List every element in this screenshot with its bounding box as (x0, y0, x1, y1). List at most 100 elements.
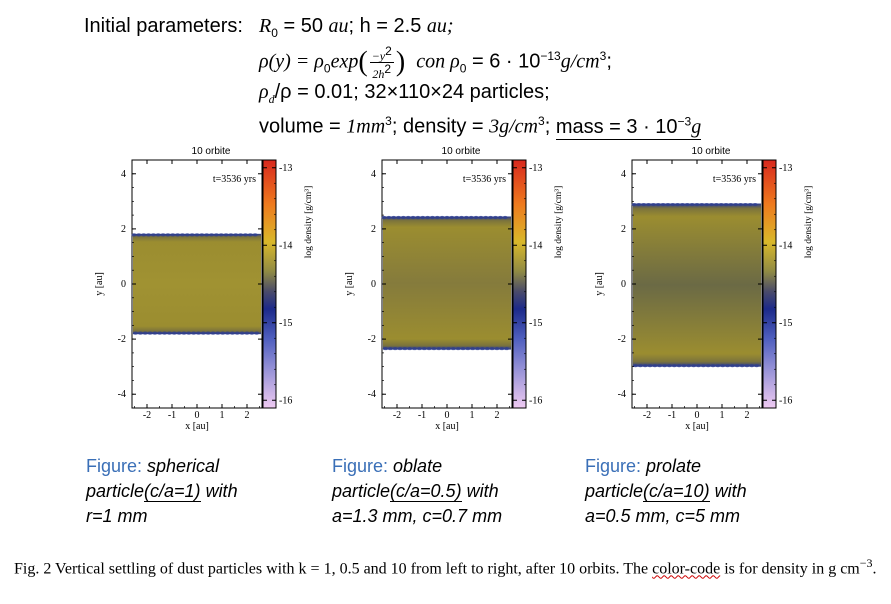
slab-edge-top (218, 233, 224, 237)
slab-edge-top (425, 215, 431, 220)
slab-edge-bottom (224, 331, 231, 335)
colorbar-tick-label: -15 (779, 318, 792, 329)
slab-edge-top (704, 202, 710, 207)
panel-title: 10 orbite (192, 146, 231, 157)
slab-edge-top (497, 215, 503, 220)
caption-spherical: Figure: spherical particle(c/a=1) with r… (86, 456, 238, 526)
colorbar-tick-label: -13 (529, 163, 542, 174)
x-tick-label: 2 (495, 410, 500, 421)
panel-title: 10 orbite (442, 146, 481, 157)
x-tick-label: -2 (643, 410, 651, 421)
params-line-1: R0 = 50 au; h = 2.5 au; (259, 15, 454, 40)
slab-edge-bottom (181, 331, 187, 335)
plot-panel-oblate: 4 2 0 -2 -4 -2 -1 0 1 2 x [au] y [au] 10 orbite t=353… (334, 140, 584, 440)
slab-edge-top (660, 202, 666, 207)
params-line-2: ρ(y) = ρ0exp(−y2 2h2) con ρ0 = 6 · 10−13g… (259, 43, 612, 81)
slab-edge-top (223, 233, 229, 237)
slab-edge-bottom (411, 346, 418, 351)
slab-edge-top (395, 215, 402, 220)
slab-edge-top (463, 215, 469, 220)
slab-edge-bottom (686, 364, 692, 368)
colorbar-label: log density [g/cm³] (804, 186, 814, 259)
slab-edge-bottom (171, 331, 177, 335)
colorbar-label: log density [g/cm³] (304, 186, 314, 259)
dust-slab (383, 216, 511, 350)
slab-edge-bottom (200, 331, 206, 335)
slab-edge-bottom (504, 346, 510, 351)
slab-edge-bottom (161, 331, 168, 335)
slab-edge-bottom (229, 331, 236, 335)
slab-edge-top (136, 233, 142, 237)
x-axis-label: x [au] (685, 421, 709, 432)
slab-edge-bottom (132, 331, 139, 335)
slab-edge-top (165, 233, 171, 237)
y-tick-label: -2 (618, 334, 626, 345)
slab-edge-top (752, 202, 758, 207)
y-tick-label: -4 (368, 389, 376, 400)
slab-edge-top (228, 233, 234, 237)
slab-edge-top (665, 202, 671, 207)
time-label: t=3536 yrs (463, 174, 506, 185)
plot-panel-prolate: 4 2 0 -2 -4 -2 -1 0 1 2 x [au] y [au] 10 orbite t=353… (584, 140, 834, 440)
x-tick-label: -2 (393, 410, 401, 421)
slab-edge-bottom (695, 364, 702, 368)
slab-edge-top (636, 202, 642, 207)
slab-edge-top (238, 233, 244, 237)
slab-edge-top (699, 202, 705, 207)
slab-edge-top (131, 233, 137, 237)
colorbar-tick-label: -13 (779, 163, 792, 174)
slab-edge-bottom (484, 346, 490, 351)
slab-edge-top (641, 202, 647, 207)
slab-edge-bottom (426, 346, 432, 351)
slab-edge-top (483, 215, 489, 220)
slab-edge-top (645, 202, 652, 207)
slab-edge-top (160, 233, 166, 237)
slab-edge-bottom (445, 346, 452, 351)
slab-edge-top (242, 233, 249, 237)
slab-edge-bottom (642, 364, 648, 368)
x-tick-label: -1 (168, 410, 176, 421)
time-label: t=3536 yrs (213, 174, 256, 185)
slab-edge-top (670, 202, 676, 207)
slab-edge-bottom (657, 364, 663, 368)
slab-edge-top (208, 233, 215, 237)
slab-edge-bottom (421, 346, 427, 351)
figure-caption: Fig. 2 Vertical settling of dust particl… (14, 556, 877, 578)
y-tick-label: 2 (621, 224, 626, 235)
slab-edge-bottom (239, 331, 245, 335)
caption-prolate: Figure: prolate particle(c/a=10) with a=… (585, 456, 747, 526)
slab-edge-bottom (176, 331, 182, 335)
slab-edge-top (738, 202, 744, 207)
slab-edge-bottom (705, 364, 711, 368)
x-axis-label: x [au] (185, 421, 209, 432)
params-label: Initial parameters: (84, 15, 243, 37)
slab-edge-top (213, 233, 219, 237)
time-label: t=3536 yrs (713, 174, 756, 185)
colorbar-tick-label: -14 (779, 240, 792, 251)
slab-edge-bottom (671, 364, 677, 368)
slab-edge-bottom (455, 346, 461, 351)
slab-edge-bottom (744, 364, 750, 368)
slab-edge-top (233, 233, 239, 237)
slab-edge-top (733, 202, 739, 207)
slab-edge-top (194, 233, 200, 237)
colorbar (762, 159, 777, 409)
slab-edge-top (150, 233, 156, 237)
y-axis-label: y [au] (94, 272, 105, 296)
colorbar-tick-label: -16 (529, 395, 542, 406)
slab-edge-bottom (470, 346, 476, 351)
slab-edge-top (713, 202, 719, 207)
y-axis-label: y [au] (594, 272, 605, 296)
panel-title: 10 orbite (692, 146, 731, 157)
colorbar-tick-label: -13 (279, 163, 292, 174)
panel-svg: 4 2 0 -2 -4 -2 -1 0 1 2 x [au] y [au] 10 orbite t=353… (344, 146, 564, 432)
y-tick-label: -2 (118, 334, 126, 345)
y-tick-label: -4 (118, 389, 126, 400)
slab-edge-top (141, 233, 147, 237)
colorbar (262, 159, 277, 409)
slab-edge-bottom (382, 346, 389, 351)
slab-edge-bottom (387, 346, 393, 351)
slab-edge-top (502, 215, 508, 220)
slab-edge-top (684, 202, 690, 207)
slab-edge-bottom (666, 364, 673, 368)
